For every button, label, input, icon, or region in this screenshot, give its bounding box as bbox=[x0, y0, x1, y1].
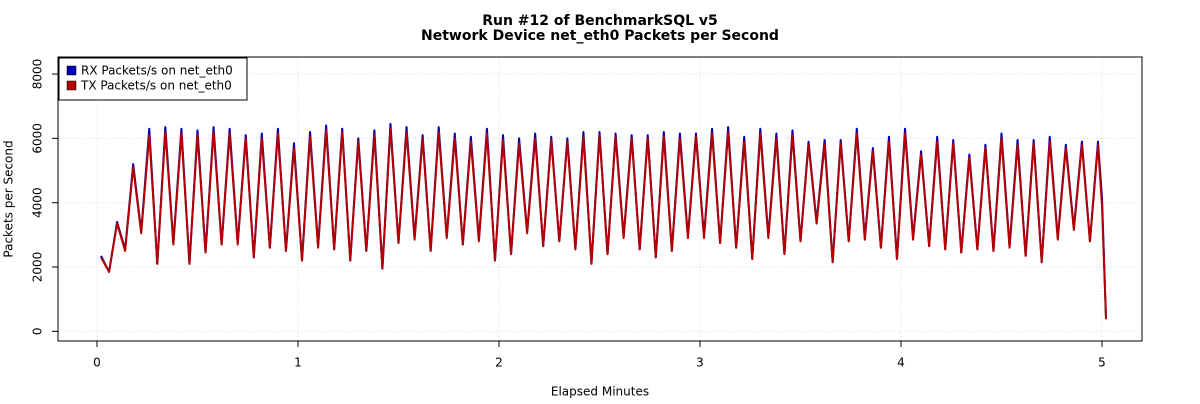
x-tick-label: 3 bbox=[696, 356, 704, 370]
x-tick-label: 4 bbox=[897, 356, 905, 370]
chart-subtitle: Network Device net_eth0 Packets per Seco… bbox=[421, 28, 779, 44]
series-line bbox=[100, 127, 1108, 320]
y-tick-label: 4000 bbox=[31, 187, 45, 218]
plot-frame bbox=[57, 56, 1143, 342]
legend-box bbox=[58, 57, 248, 101]
legend-swatch bbox=[66, 65, 77, 76]
x-tick-label: 2 bbox=[495, 356, 503, 370]
y-tick-label: 6000 bbox=[31, 123, 45, 154]
y-tick-label: 2000 bbox=[31, 252, 45, 283]
x-tick-label: 0 bbox=[93, 356, 101, 370]
chart-title: Run #12 of BenchmarkSQL v5 bbox=[482, 13, 718, 29]
x-tick-label: 5 bbox=[1098, 356, 1106, 370]
y-tick-label: 0 bbox=[31, 328, 45, 336]
y-axis-label: Packets per Second bbox=[2, 140, 16, 257]
legend-label: TX Packets/s on net_eth0 bbox=[80, 79, 232, 93]
x-axis-label: Elapsed Minutes bbox=[551, 385, 649, 399]
legend-label: RX Packets/s on net_eth0 bbox=[81, 64, 233, 78]
y-tick-label: 8000 bbox=[31, 59, 45, 90]
x-tick-label: 1 bbox=[294, 356, 302, 370]
legend-swatch bbox=[66, 80, 77, 91]
